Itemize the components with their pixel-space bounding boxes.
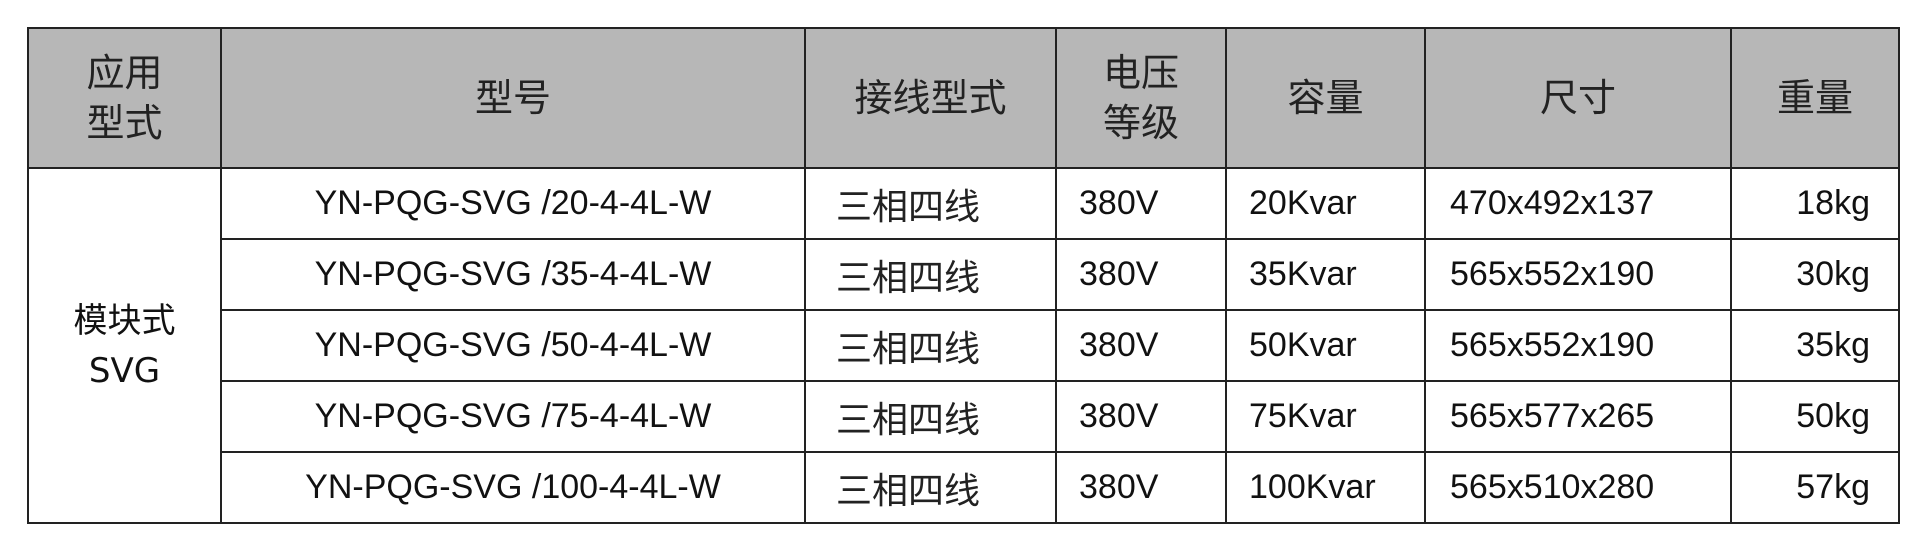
cell-wiring: 三相四线	[804, 380, 1057, 453]
cell-size: 565x552x190	[1424, 238, 1732, 311]
group-line1: 模块式	[73, 300, 176, 341]
header-type-line1: 应用	[86, 51, 163, 95]
cell-model: YN-PQG-SVG /20-4-4L-W	[220, 167, 806, 240]
cell-wiring: 三相四线	[804, 238, 1057, 311]
header-type: 应用 型式	[27, 27, 222, 169]
cell-size: 565x577x265	[1424, 380, 1732, 453]
cell-model: YN-PQG-SVG /75-4-4L-W	[220, 380, 806, 453]
cell-wiring: 三相四线	[804, 309, 1057, 382]
table-row: YN-PQG-SVG /75-4-4L-W 三相四线 380V 75Kvar 565x5…	[28, 380, 1900, 453]
cell-model: YN-PQG-SVG /50-4-4L-W	[220, 309, 806, 382]
header-voltage: 电压 等级	[1055, 27, 1227, 169]
cell-voltage: 380V	[1055, 238, 1227, 311]
cell-voltage: 380V	[1055, 451, 1227, 524]
spec-table: 应用 型式 型号 接线型式 电压 等级 容量 尺寸 重量 模块式 SVG YN-PQG-…	[27, 27, 1900, 524]
cell-size: 470x492x137	[1424, 167, 1732, 240]
header-voltage-line2: 等级	[1102, 101, 1179, 145]
header-weight: 重量	[1730, 27, 1900, 169]
cell-voltage: 380V	[1055, 167, 1227, 240]
header-type-line2: 型式	[86, 101, 163, 145]
table-row: YN-PQG-SVG /100-4-4L-W 三相四线 380V 100Kvar 565…	[28, 451, 1900, 524]
cell-wiring: 三相四线	[804, 451, 1057, 524]
cell-wiring: 三相四线	[804, 167, 1057, 240]
cell-weight: 18kg	[1730, 167, 1900, 240]
cell-capacity: 50Kvar	[1225, 309, 1426, 382]
cell-capacity: 20Kvar	[1225, 167, 1426, 240]
header-capacity: 容量	[1225, 27, 1426, 169]
group-type-cell: 模块式 SVG	[27, 167, 222, 524]
cell-size: 565x510x280	[1424, 451, 1732, 524]
cell-model: YN-PQG-SVG /35-4-4L-W	[220, 238, 806, 311]
cell-capacity: 100Kvar	[1225, 451, 1426, 524]
header-size: 尺寸	[1424, 27, 1732, 169]
group-line2: SVG	[88, 350, 161, 391]
table-row: 模块式 SVG YN-PQG-SVG /20-4-4L-W 三相四线 380V 20Kva…	[27, 167, 1900, 524]
cell-capacity: 75Kvar	[1225, 380, 1426, 453]
cell-model: YN-PQG-SVG /100-4-4L-W	[220, 451, 806, 524]
cell-weight: 30kg	[1730, 238, 1900, 311]
cell-voltage: 380V	[1055, 380, 1227, 453]
cell-capacity: 35Kvar	[1225, 238, 1426, 311]
cell-weight: 50kg	[1730, 380, 1900, 453]
cell-weight: 57kg	[1730, 451, 1900, 524]
header-model: 型号	[220, 27, 806, 169]
table-row: YN-PQG-SVG /50-4-4L-W 三相四线 380V 50Kvar 565x5…	[28, 309, 1900, 382]
header-row: 应用型式 型号 接线型式 电压等级 容量 尺寸 重量	[27, 27, 1900, 169]
cell-size: 565x552x190	[1424, 309, 1732, 382]
header-wiring: 接线型式	[804, 27, 1057, 169]
table-row: YN-PQG-SVG /35-4-4L-W 三相四线 380V 35Kvar 565x5…	[28, 238, 1900, 311]
header-voltage-line1: 电压	[1102, 51, 1179, 95]
cell-voltage: 380V	[1055, 309, 1227, 382]
cell-weight: 35kg	[1730, 309, 1900, 382]
